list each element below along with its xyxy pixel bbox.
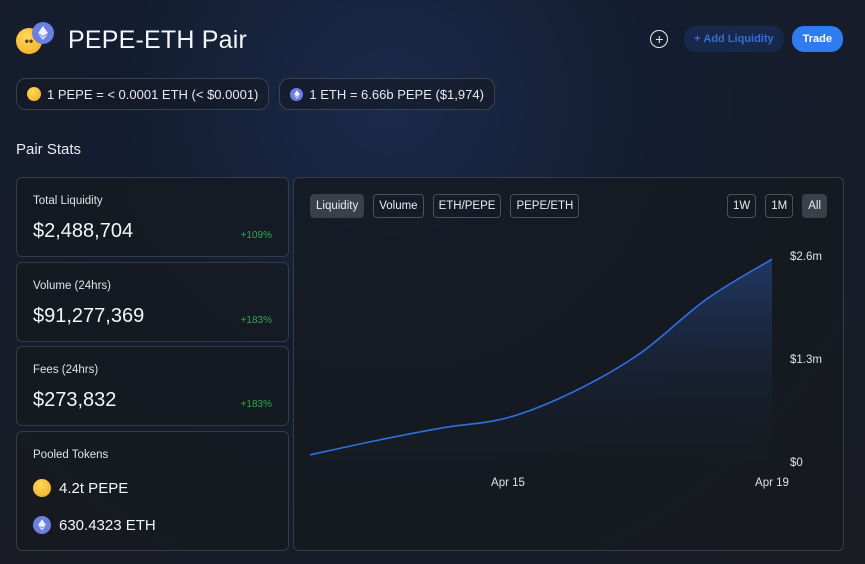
pooled-eth-row: 630.4323 ETH: [33, 516, 156, 534]
stat-change: +109%: [240, 230, 272, 241]
stat-value: $273,832: [33, 389, 117, 411]
tab-liquidity[interactable]: Liquidity: [310, 194, 365, 218]
tab-pepe-eth[interactable]: PEPE/ETH: [510, 194, 580, 218]
fees-card: Fees (24hrs) $273,832 +183%: [16, 346, 289, 426]
pepe-token-icon: [27, 87, 41, 101]
price-chips: 1 PEPE = < 0.0001 ETH (< $0.0001) 1 ETH …: [16, 78, 495, 110]
x-tick-label: Apr 15: [491, 477, 525, 489]
chart-panel: Liquidity Volume ETH/PEPE PEPE/ETH 1W 1M…: [293, 177, 844, 551]
eth-token-icon: [33, 516, 51, 534]
add-circle-icon[interactable]: +: [650, 30, 669, 48]
trade-button[interactable]: Trade: [791, 26, 843, 52]
stat-value: $2,488,704: [33, 220, 134, 242]
chart-tabs: Liquidity Volume ETH/PEPE PEPE/ETH: [310, 194, 580, 218]
top-actions: + + Add Liquidity Trade: [650, 26, 843, 52]
page-header: •• PEPE-ETH Pair: [16, 20, 247, 60]
range-selector: 1W 1M All: [726, 194, 827, 218]
pepe-price-text: 1 PEPE = < 0.0001 ETH (< $0.0001): [47, 86, 259, 102]
x-tick-label: Apr 19: [755, 477, 789, 489]
stat-label: Fees (24hrs): [33, 364, 99, 376]
page-title: PEPE-ETH Pair: [68, 25, 248, 54]
pepe-price-chip[interactable]: 1 PEPE = < 0.0001 ETH (< $0.0001): [16, 78, 270, 110]
stat-value: $91,277,369: [33, 305, 145, 327]
liquidity-chart[interactable]: $2.6m $1.3m $0 Apr 15 Apr 19: [294, 178, 845, 552]
stat-change: +183%: [240, 315, 272, 326]
range-all[interactable]: All: [802, 194, 827, 218]
pooled-amount: 4.2t PEPE: [59, 479, 129, 497]
volume-card: Volume (24hrs) $91,277,369 +183%: [16, 262, 289, 342]
eth-price-text: 1 ETH = 6.66b PEPE ($1,974): [309, 86, 484, 102]
tab-volume[interactable]: Volume: [373, 194, 424, 218]
pair-stats-heading: Pair Stats: [16, 141, 82, 158]
y-tick-label: $1.3m: [790, 354, 822, 366]
pepe-token-icon: [33, 479, 51, 497]
tab-eth-pepe[interactable]: ETH/PEPE: [432, 194, 502, 218]
range-1m[interactable]: 1M: [765, 194, 794, 218]
stat-change: +183%: [240, 399, 272, 410]
liquidity-area: [310, 259, 772, 462]
pair-logos: ••: [16, 22, 56, 58]
pooled-tokens-card: Pooled Tokens 4.2t PEPE 630.4323 ETH: [16, 431, 289, 551]
y-tick-label: $0: [790, 457, 803, 469]
eth-price-chip[interactable]: 1 ETH = 6.66b PEPE ($1,974): [279, 78, 495, 110]
liquidity-line: [309, 258, 773, 456]
eth-token-icon: [290, 87, 304, 101]
stat-label: Volume (24hrs): [33, 280, 111, 292]
add-liquidity-button[interactable]: + Add Liquidity: [684, 26, 784, 52]
eth-token-icon: [32, 22, 54, 44]
pooled-amount: 630.4323 ETH: [59, 516, 156, 534]
range-1w[interactable]: 1W: [726, 194, 757, 218]
stat-label: Pooled Tokens: [33, 449, 109, 461]
stat-label: Total Liquidity: [33, 195, 103, 207]
pooled-pepe-row: 4.2t PEPE: [33, 479, 128, 497]
total-liquidity-card: Total Liquidity $2,488,704 +109%: [16, 177, 289, 257]
y-tick-label: $2.6m: [790, 251, 822, 263]
